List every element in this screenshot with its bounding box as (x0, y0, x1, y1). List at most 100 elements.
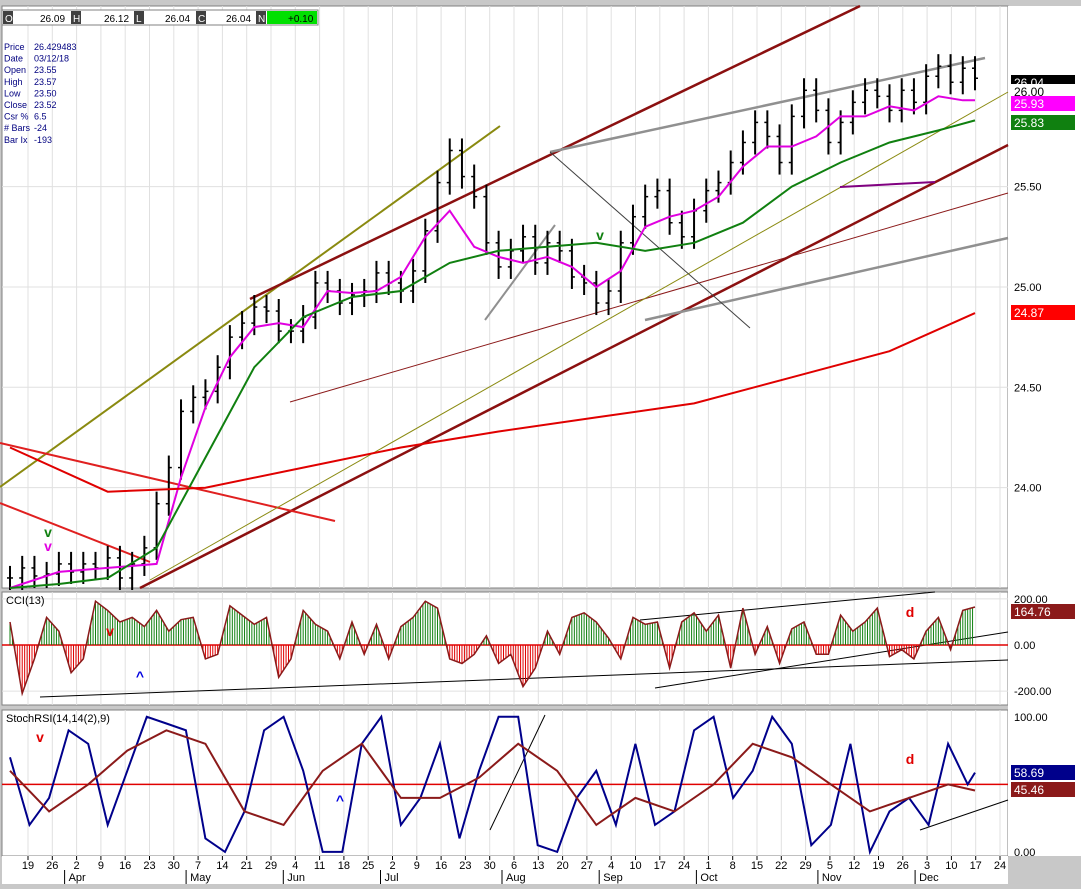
x-day-label: 22 (775, 860, 787, 872)
x-month-label: Oct (700, 872, 717, 884)
x-day-label: 17 (970, 860, 982, 872)
cci-annotation: d (906, 604, 915, 620)
info-value: 6.5 (34, 112, 47, 122)
x-day-label: 25 (362, 860, 374, 872)
stoch-tick-label: 0.00 (1014, 847, 1035, 859)
open-value: 26.09 (40, 14, 65, 25)
x-day-label: 29 (799, 860, 811, 872)
trendline-drawings (0, 4, 1009, 831)
open-label: O (5, 14, 13, 25)
close-label: C (198, 14, 205, 25)
price-panel[interactable] (1, 5, 1009, 589)
trendline (149, 91, 1009, 581)
x-day-label: 16 (435, 860, 447, 872)
info-value: -24 (34, 123, 47, 133)
stochrsi-title: StochRSI(14,14(2),9) (6, 713, 110, 725)
price-tag-label: 25.93 (1014, 97, 1044, 111)
x-day-label: 27 (581, 860, 593, 872)
net-label: N (258, 14, 265, 25)
info-value: 23.55 (34, 65, 57, 75)
x-day-label: 15 (751, 860, 763, 872)
x-month-label: Jun (287, 872, 305, 884)
ma_fast-line (9, 95, 975, 589)
x-day-label: 16 (119, 860, 131, 872)
x-day-label: 30 (484, 860, 496, 872)
close-value: 26.04 (226, 14, 251, 25)
cci-title: CCI(13) (6, 595, 45, 607)
trendline (249, 4, 861, 301)
high-label: H (73, 14, 80, 25)
stochrsi-series-layer: StochRSI(14,14(2),9) v ^ d (2, 713, 1008, 856)
trendline (0, 125, 501, 488)
trendline (919, 799, 1009, 831)
price-tick-label: 24.00 (1014, 483, 1042, 495)
stoch_fast-line (9, 714, 976, 856)
x-day-label: 7 (195, 860, 201, 872)
info-label: Date (4, 54, 23, 64)
info-label: Low (4, 88, 21, 98)
trendline (39, 659, 1009, 698)
cci-line (9, 599, 976, 697)
high-value: 26.12 (104, 14, 129, 25)
stoch-tick-label: 100.00 (1014, 712, 1048, 724)
cci-value-tag: 164.76 (1014, 605, 1051, 619)
x-month-label: Jul (385, 872, 399, 884)
x-month-label: Aug (506, 872, 526, 884)
info-label: Price (4, 42, 25, 52)
cci-tick-label: 0.00 (1014, 640, 1035, 652)
x-day-label: 10 (945, 860, 957, 872)
stoch-value-tag: 45.46 (1014, 783, 1044, 797)
x-month-label: Sep (603, 872, 623, 884)
info-label: Close (4, 100, 27, 110)
stoch-value-tag: 58.69 (1014, 766, 1044, 780)
cci-annotation: ^ (136, 668, 144, 684)
x-day-label: 2 (74, 860, 80, 872)
price-tick-label: 24.50 (1014, 382, 1042, 394)
info-value: 26.429483 (34, 42, 77, 52)
x-day-label: 14 (216, 860, 228, 872)
stoch-annotation: d (906, 751, 915, 767)
stoch_slow-line (9, 729, 976, 827)
low-label: L (136, 14, 142, 25)
x-day-label: 20 (556, 860, 568, 872)
x-day-label: 19 (22, 860, 34, 872)
x-month-label: Dec (919, 872, 939, 884)
price-tag-bg (1011, 115, 1075, 130)
x-day-label: 5 (827, 860, 833, 872)
x-day-label: 17 (654, 860, 666, 872)
net-value: +0.10 (288, 14, 314, 25)
info-label: Bar Ix (4, 135, 28, 145)
x-day-label: 19 (872, 860, 884, 872)
price-tags: 26.0426.0025.9325.8324.87164.7658.6945.4… (1011, 75, 1075, 797)
cci-series-layer: CCI(13) v ^ d (2, 595, 1008, 697)
info-label: # Bars (4, 123, 31, 133)
trendline (289, 192, 1009, 403)
info-value: 23.57 (34, 77, 57, 87)
info-label: High (4, 77, 23, 87)
signal-annotation: v (44, 524, 52, 540)
x-month-label: Apr (69, 872, 86, 884)
price-tag-bg (1011, 96, 1075, 111)
x-day-label: 9 (98, 860, 104, 872)
ohlc-toolbar: O 26.09 H 26.12 L 26.04 C 26.04 N +0.10 (1, 9, 319, 26)
trendline (489, 714, 546, 831)
x-month-label: May (190, 872, 211, 884)
x-day-label: 18 (338, 860, 350, 872)
stoch-annotation: v (36, 729, 44, 745)
trendline (644, 236, 1009, 322)
signal-annotation: v (44, 538, 52, 554)
price-tag-bg (1011, 305, 1075, 320)
info-label: Csr % (4, 112, 29, 122)
cci-panel[interactable] (1, 591, 1009, 706)
info-label: Open (4, 65, 26, 75)
x-day-label: 2 (389, 860, 395, 872)
info-value: 23.50 (34, 88, 57, 98)
ma_slow-line (9, 312, 976, 493)
price-tick-label: 25.00 (1014, 282, 1042, 294)
info-value: 03/12/18 (34, 54, 69, 64)
x-day-label: 23 (143, 860, 155, 872)
trendline (139, 143, 1009, 590)
stoch-value-tag-bg (1011, 765, 1075, 780)
x-day-label: 11 (314, 860, 325, 872)
